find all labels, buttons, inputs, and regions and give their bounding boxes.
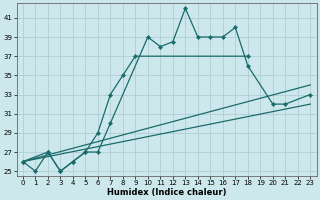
X-axis label: Humidex (Indice chaleur): Humidex (Indice chaleur): [107, 188, 226, 197]
